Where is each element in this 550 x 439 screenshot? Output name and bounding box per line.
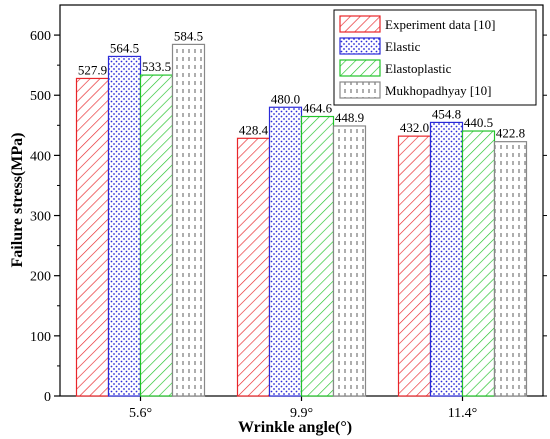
bar-4-1	[171, 43, 206, 397]
y-tick-label: 300	[30, 210, 51, 225]
legend-label: Mukhopadhyay [10]	[385, 83, 492, 98]
x-tick-label: 11.4°	[448, 406, 478, 421]
legend-label: Elastoplastic	[385, 61, 452, 76]
bar-1-2	[236, 137, 271, 397]
bar-1-3	[397, 135, 432, 397]
data-label: 432.0	[400, 120, 429, 135]
y-tick-label: 100	[30, 330, 51, 345]
bar-2-1	[107, 55, 142, 397]
bar-2-2	[268, 106, 303, 397]
data-label: 448.9	[335, 110, 364, 125]
y-axis: 0 100 200 300 400 500 600	[30, 29, 547, 405]
legend-swatch	[339, 81, 381, 99]
data-label: 533.5	[142, 59, 171, 74]
y-tick-label: 0	[44, 390, 51, 405]
legend-label: Experiment data [10]	[385, 17, 495, 32]
data-label: 584.5	[174, 28, 203, 43]
x-axis: 5.6° 9.9° 11.4°	[129, 396, 477, 421]
data-label: 527.9	[78, 62, 107, 77]
data-label: 440.5	[464, 115, 493, 130]
data-label: 464.6	[303, 101, 333, 116]
data-label: 454.8	[432, 106, 461, 121]
data-label: 480.0	[271, 91, 300, 106]
bar-3-1	[139, 74, 174, 397]
data-labels-group: 527.9 428.4 432.0 564.5 480.0 454.8 533.5 464.6…	[78, 28, 525, 140]
bar-2-3	[429, 121, 464, 397]
y-tick-label: 200	[30, 270, 51, 285]
data-label: 564.5	[110, 40, 139, 55]
data-label: 428.4	[239, 122, 269, 137]
y-tick-label: 500	[30, 89, 51, 104]
bar-series-group	[75, 43, 528, 397]
bar-1-1	[75, 77, 110, 397]
legend-label: Elastic	[385, 39, 421, 54]
x-axis-title: Wrinkle angle(°)	[238, 419, 352, 436]
data-label: 422.8	[496, 126, 525, 141]
legend-swatch	[339, 15, 381, 33]
bar-3-2	[300, 115, 335, 397]
x-tick-label: 5.6°	[129, 406, 152, 421]
bar-4-3	[493, 141, 528, 397]
legend-swatch	[339, 59, 381, 77]
x-tick-label: 9.9°	[290, 406, 313, 421]
legend: Experiment data [10] Elastic Elastoplastic…	[333, 9, 537, 106]
y-tick-label: 400	[30, 149, 51, 164]
y-tick-label: 600	[30, 29, 51, 44]
legend-swatch	[339, 37, 381, 55]
y-axis-title: Failure stress(MPa)	[9, 133, 26, 268]
bar-3-3	[461, 130, 496, 397]
bar-4-2	[332, 125, 367, 397]
